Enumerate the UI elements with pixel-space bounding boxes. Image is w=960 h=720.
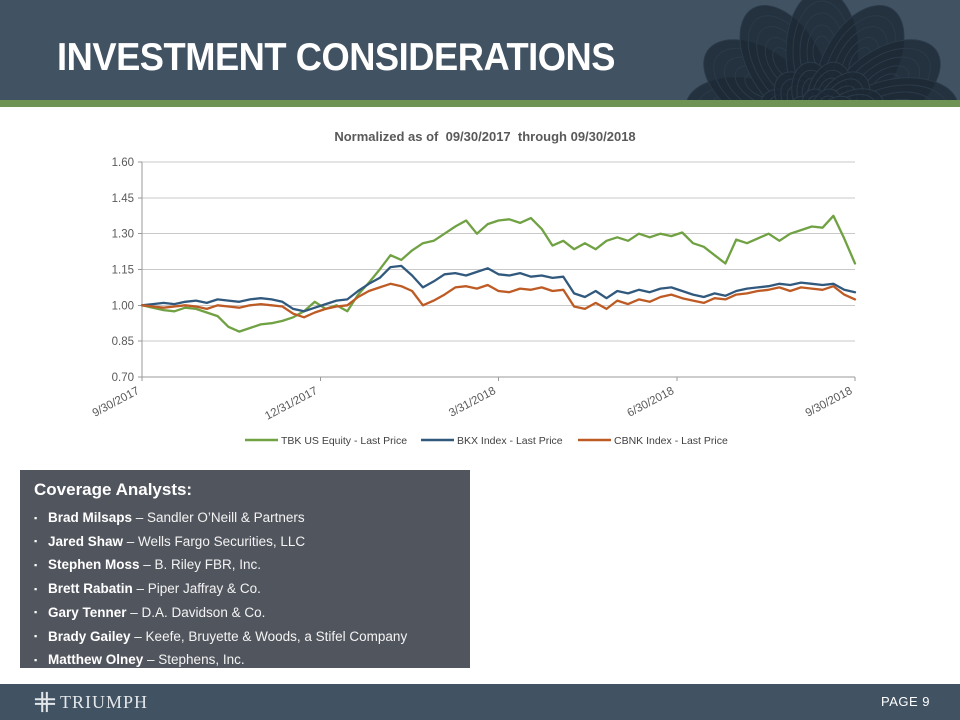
y-tick-label: 1.00 — [112, 300, 134, 312]
analyst-name: Matthew Olney — [48, 652, 144, 668]
y-tick-label: 1.45 — [112, 193, 134, 205]
header-banner: INVESTMENT CONSIDERATIONS — [0, 0, 960, 100]
footer-bar: TRIUMPH PAGE 9 — [0, 684, 960, 720]
x-tick-label: 9/30/2017 — [91, 385, 142, 420]
analyst-name: Jared Shaw — [48, 533, 124, 549]
bullet-icon: ▪ — [34, 631, 38, 642]
analyst-firm: – D.A. Davidson & Co. — [126, 604, 266, 620]
triumph-logo: TRIUMPH — [34, 691, 148, 713]
analyst-firm: – Piper Jaffray & Co. — [132, 581, 261, 597]
analyst-name: Brett Rabatin — [48, 581, 133, 597]
analyst-item: ▪ Brad Milsaps – Sandler O’Neill & Partne… — [34, 506, 456, 530]
analyst-item: ▪ Jared Shaw – Wells Fargo Securities, LL… — [34, 530, 456, 554]
bullet-icon: ▪ — [34, 512, 38, 523]
plot-area: 0.70 0.85 1.00 1.15 1.30 1.45 1.60 9/30/2017 12/… — [91, 157, 857, 423]
bullet-icon: ▪ — [34, 654, 38, 665]
y-tick-label: 1.15 — [112, 265, 134, 277]
analyst-name: Stephen Moss — [48, 557, 140, 573]
pattern-petal — [789, 95, 832, 100]
bullet-icon: ▪ — [34, 536, 38, 547]
x-tick-label: 6/30/2018 — [625, 385, 676, 420]
coverage-analysts-box: Coverage Analysts: ▪ Brad Milsaps – Sandl… — [20, 470, 470, 668]
analyst-item: ▪ Stephen Moss – B. Riley FBR, Inc. — [34, 553, 456, 577]
page-number: PAGE 9 — [880, 694, 930, 709]
brand-name: TRIUMPH — [60, 691, 149, 712]
pattern-petal — [812, 95, 855, 100]
bullet-icon: ▪ — [34, 559, 38, 570]
legend-label: CBNK Index - Last Price — [614, 435, 728, 447]
series-line — [140, 264, 857, 313]
y-tick-label: 0.70 — [112, 372, 134, 384]
coverage-analysts-heading: Coverage Analysts: — [34, 480, 193, 499]
legend-label: TBK US Equity - Last Price — [281, 435, 407, 447]
analyst-name: Brad Milsaps — [48, 510, 133, 525]
bullet-icon: ▪ — [34, 607, 38, 618]
chart-title: Normalized as of 09/30/2017 through 09/3… — [334, 129, 636, 144]
analyst-firm: – Stephens, Inc. — [143, 652, 245, 668]
legend-item: TBK US Equity - Last Price — [245, 435, 407, 447]
y-tick-label: 0.85 — [112, 336, 134, 348]
analyst-item: ▪ Matthew Olney – Stephens, Inc. — [34, 648, 456, 672]
bullet-icon: ▪ — [34, 583, 38, 594]
triumph-cross-icon — [34, 691, 56, 713]
x-tick-label: 9/30/2018 — [804, 385, 855, 420]
analyst-item: ▪ Gary Tenner – D.A. Davidson & Co. — [34, 601, 456, 625]
analyst-name: Gary Tenner — [48, 604, 127, 620]
coverage-analysts-list: ▪ Brad Milsaps – Sandler O’Neill & Partne… — [34, 506, 456, 672]
y-tick-label: 1.30 — [112, 229, 134, 241]
series-line — [140, 282, 857, 319]
x-tick-label: 3/31/2018 — [447, 385, 498, 420]
guilloche-pattern-decoration — [685, 0, 959, 100]
analyst-item: ▪ Brett Rabatin – Piper Jaffray & Co. — [34, 577, 456, 601]
x-tick-label: 12/31/2017 — [263, 385, 319, 423]
page-title: INVESTMENT CONSIDERATIONS — [57, 36, 615, 79]
legend-label: BKX Index - Last Price — [457, 435, 563, 447]
analyst-name: Brady Gailey — [48, 628, 131, 644]
analyst-firm: – Wells Fargo Securities, LLC — [123, 533, 306, 549]
y-tick-label: 1.60 — [112, 157, 134, 169]
pattern-petal — [808, 88, 844, 100]
legend-item: CBNK Index - Last Price — [578, 435, 728, 447]
legend-item: BKX Index - Last Price — [421, 435, 563, 447]
series-line — [140, 214, 857, 333]
pattern-petal — [800, 88, 836, 100]
accent-divider — [0, 100, 960, 107]
price-performance-chart: 0.70 0.85 1.00 1.15 1.30 1.45 1.60 9/30/2017 12/… — [91, 157, 857, 447]
analyst-firm: – Keefe, Bruyette & Woods, a Stifel Comp… — [130, 628, 408, 644]
analyst-firm: – B. Riley FBR, Inc. — [139, 557, 262, 573]
analyst-firm: – Sandler O’Neill & Partners — [132, 510, 305, 525]
analyst-item: ▪ Brady Gailey – Keefe, Bruyette & Woods,… — [34, 625, 456, 649]
